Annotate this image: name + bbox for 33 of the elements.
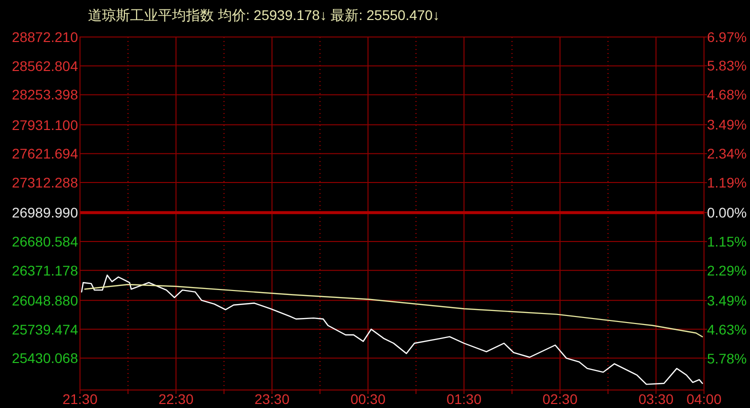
- y-tick-label: 28253.398: [12, 86, 78, 103]
- x-tick-label: 03:30: [638, 391, 674, 407]
- x-tick-label: 04:00: [686, 391, 722, 407]
- y-tick-label: 27931.100: [12, 116, 78, 133]
- y2-tick-label: 1.15%: [707, 234, 747, 250]
- y-tick-label: 25739.474: [12, 321, 78, 338]
- x-tick-label: 22:30: [158, 391, 194, 407]
- y-tick-label: 25430.068: [12, 350, 78, 366]
- y-tick-label: 26989.990: [12, 204, 78, 221]
- y2-tick-label: 6.97%: [707, 29, 747, 45]
- x-tick-label: 21:30: [62, 391, 98, 407]
- y2-tick-label: 2.34%: [707, 146, 747, 162]
- x-tick-label: 01:30: [446, 391, 482, 407]
- x-tick-label: 02:30: [542, 391, 578, 407]
- y-tick-label: 27312.288: [12, 174, 78, 191]
- x-tick-label: 23:30: [254, 391, 290, 407]
- y2-tick-label: 3.49%: [707, 116, 747, 133]
- y-tick-label: 28872.210: [12, 29, 78, 45]
- y-tick-label: 27621.694: [12, 146, 78, 162]
- y-tick-label: 26680.584: [12, 233, 78, 250]
- y2-tick-label: 5.83%: [707, 58, 747, 74]
- y2-tick-label: 4.68%: [707, 86, 747, 103]
- chart-title: 道琼斯工业平均指数 均价: 25939.178↓ 最新: 25550.470↓: [88, 7, 440, 23]
- y-tick-label: 26048.880: [12, 292, 78, 308]
- y-tick-label: 28562.804: [12, 58, 78, 74]
- y-tick-label: 26371.178: [12, 262, 78, 278]
- y2-tick-label: 1.19%: [707, 174, 747, 191]
- x-tick-label: 00:30: [350, 391, 386, 407]
- y2-tick-label: 3.49%: [707, 292, 747, 309]
- y2-tick-label: 5.78%: [707, 350, 747, 366]
- y2-tick-label: 0.00%: [707, 204, 747, 221]
- y2-tick-label: 2.29%: [707, 262, 747, 278]
- y2-tick-label: 4.63%: [707, 321, 747, 338]
